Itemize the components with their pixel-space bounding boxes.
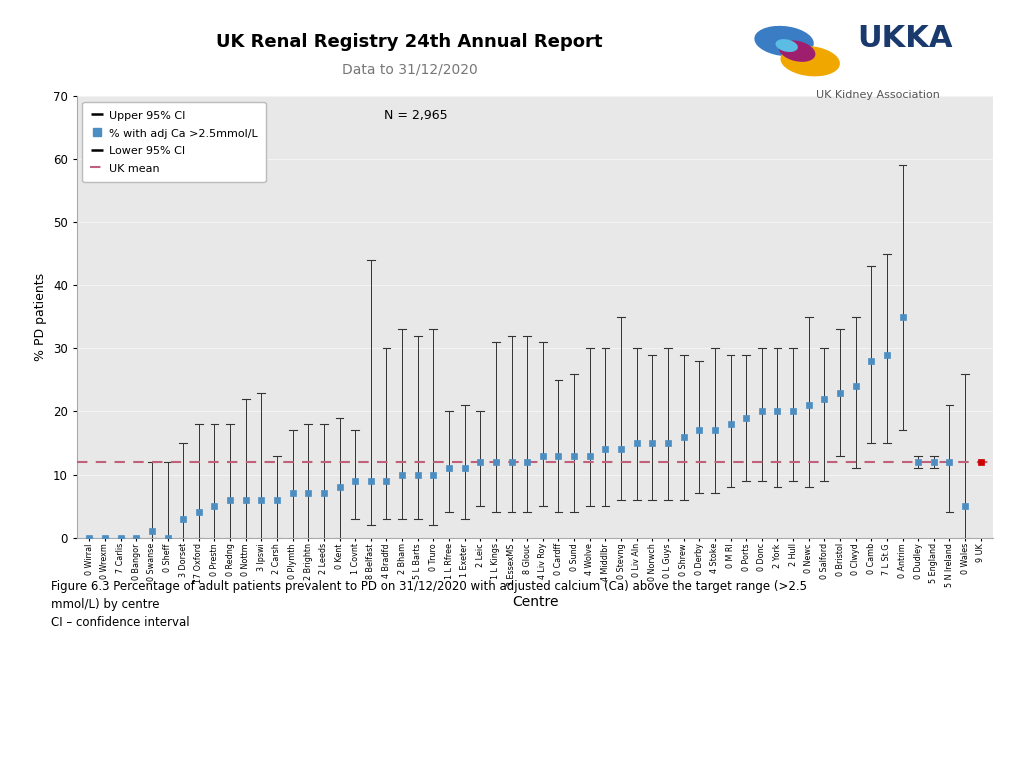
- Text: UK Kidney Association: UK Kidney Association: [816, 90, 940, 100]
- Ellipse shape: [775, 39, 798, 52]
- Legend: Upper 95% CI, % with adj Ca >2.5mmol/L, Lower 95% CI, UK mean: Upper 95% CI, % with adj Ca >2.5mmol/L, …: [82, 101, 265, 182]
- Ellipse shape: [755, 26, 814, 56]
- Text: UKKA: UKKA: [857, 25, 952, 53]
- Ellipse shape: [780, 46, 840, 76]
- Text: UK Renal Registry 24th Annual Report: UK Renal Registry 24th Annual Report: [216, 33, 603, 51]
- X-axis label: Centre: Centre: [512, 595, 558, 609]
- Text: N = 2,965: N = 2,965: [384, 109, 447, 122]
- Text: Data to 31/12/2020: Data to 31/12/2020: [342, 62, 477, 76]
- Y-axis label: % PD patients: % PD patients: [35, 273, 47, 361]
- Text: Figure 6.3 Percentage of adult patients prevalent to PD on 31/12/2020 with adjus: Figure 6.3 Percentage of adult patients …: [51, 580, 807, 629]
- Ellipse shape: [779, 41, 815, 62]
